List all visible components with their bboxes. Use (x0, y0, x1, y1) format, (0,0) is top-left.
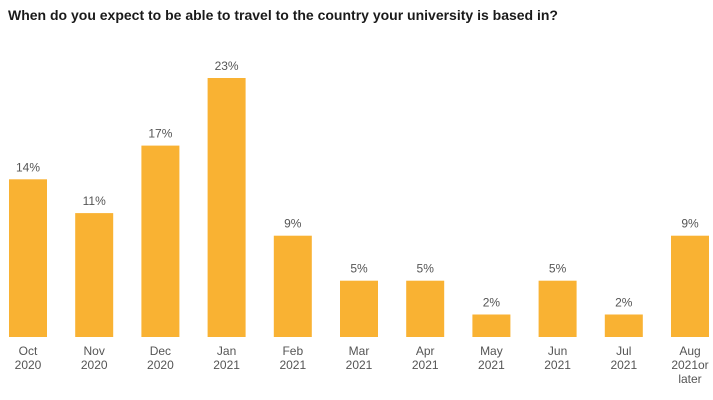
category-label-line: 2021 (412, 358, 439, 372)
bar-value-label: 11% (83, 194, 106, 208)
bar-value-label: 14% (16, 160, 40, 174)
bar (273, 235, 312, 337)
bars-group (9, 78, 709, 337)
category-label-line: 2021 (610, 358, 637, 372)
bar (75, 213, 114, 337)
category-label: Dec 2020 (147, 344, 174, 372)
category-label: Mar 2021 (346, 344, 373, 372)
category-label-line: 2020 (147, 358, 174, 372)
category-label-line: Mar (349, 344, 370, 358)
category-label-line: Dec (150, 344, 171, 358)
category-label: Oct 2020 (15, 344, 42, 372)
bar (340, 280, 378, 337)
bar (604, 314, 643, 337)
category-label-line: Aug (679, 344, 700, 358)
bar-value-label: 9% (681, 217, 699, 231)
bar (671, 235, 709, 337)
bar (472, 314, 511, 337)
bar-value-label: 2% (483, 296, 501, 310)
category-label: Apr 2021 (412, 344, 439, 372)
category-label: Jul 2021 (610, 344, 637, 372)
value-labels-group: 14% 11% 17% 23% 9% 5% 5% 2% 5% 2% 9% (16, 59, 699, 310)
category-label-line: 2021 (478, 358, 505, 372)
category-label: Nov 2020 (81, 344, 108, 372)
category-label-line: 2020 (15, 358, 42, 372)
bar-value-label: 5% (549, 262, 567, 276)
category-label-line: May (480, 344, 503, 358)
bar (141, 145, 180, 337)
bar-value-label: 5% (350, 262, 368, 276)
category-label: Jun 2021 (544, 344, 571, 372)
category-label-line: 2020 (81, 358, 108, 372)
category-label-line: 2021 (213, 358, 240, 372)
bar-value-label: 2% (615, 296, 633, 310)
category-label-line: Apr (416, 344, 435, 358)
category-label-line: Oct (19, 344, 38, 358)
category-label-line: later (678, 372, 701, 386)
category-label-line: Feb (282, 344, 303, 358)
bar-value-label: 5% (417, 262, 435, 276)
category-label-line: Jun (548, 344, 567, 358)
bar (9, 179, 47, 337)
category-label: Jan 2021 (213, 344, 240, 372)
bar (207, 78, 246, 337)
chart-title: When do you expect to be able to travel … (8, 7, 558, 23)
category-label-line: 2021or (671, 358, 708, 372)
bar (406, 280, 445, 337)
category-label: Feb 2021 (279, 344, 306, 372)
category-label-line: Jul (616, 344, 631, 358)
category-label-line: Nov (84, 344, 105, 358)
category-label-line: 2021 (346, 358, 373, 372)
bar (538, 280, 577, 337)
category-label-line: Jan (217, 344, 236, 358)
bar-value-label: 9% (284, 217, 302, 231)
category-label: May 2021 (478, 344, 505, 372)
bar-value-label: 23% (215, 59, 239, 73)
category-label: Aug 2021or later (671, 344, 708, 386)
category-label-line: 2021 (544, 358, 571, 372)
category-label-line: 2021 (279, 358, 306, 372)
bar-value-label: 17% (148, 127, 172, 141)
